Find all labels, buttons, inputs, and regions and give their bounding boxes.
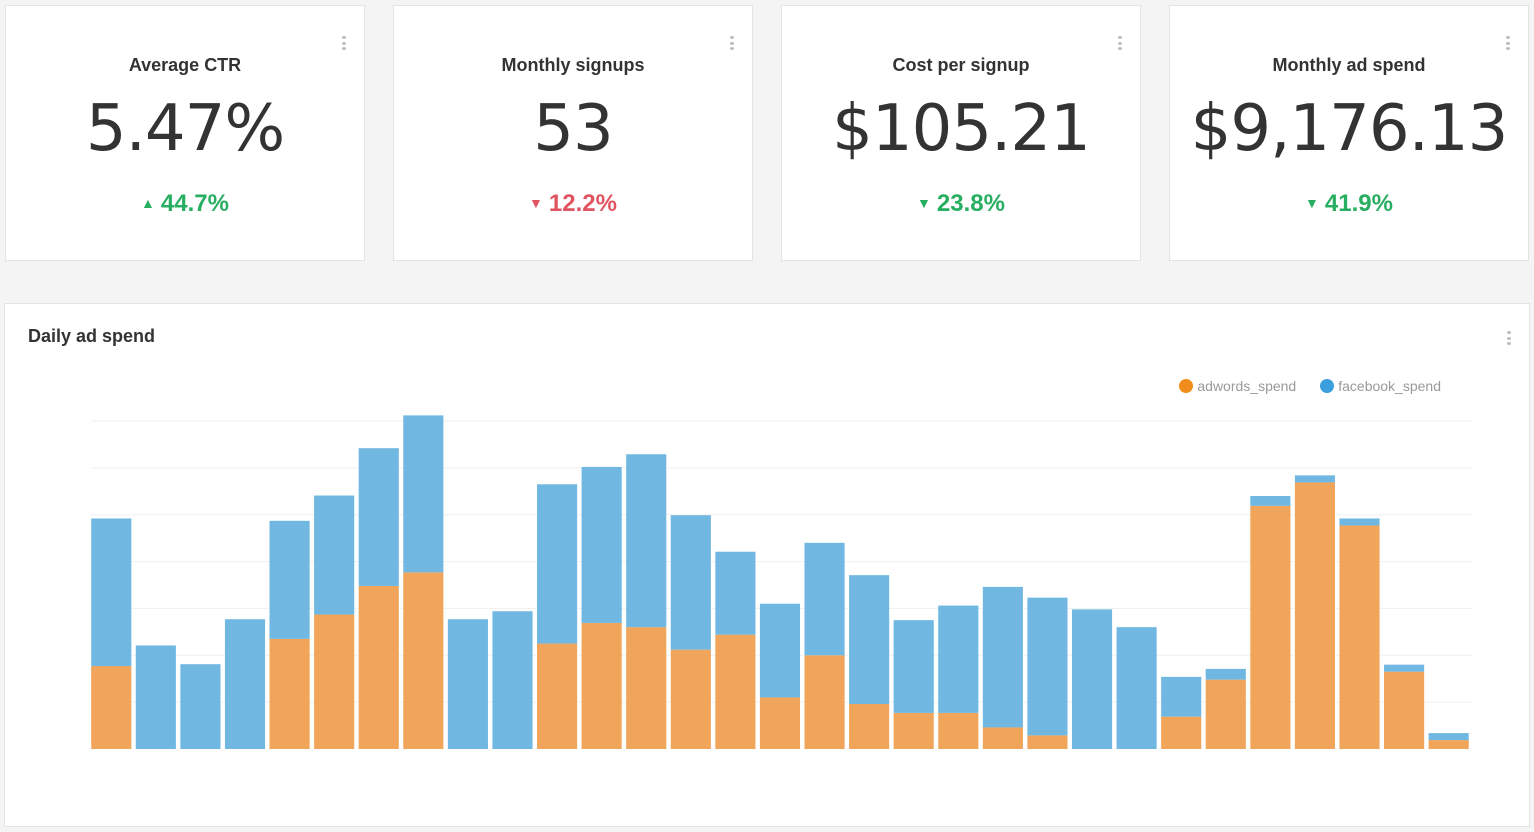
bar-adwords_spend-8[interactable] (403, 572, 444, 749)
chart-title: Daily ad spend (28, 326, 156, 346)
bar-facebook_spend-25[interactable] (1161, 676, 1202, 717)
bar-facebook_spend-8[interactable] (403, 415, 444, 573)
metric-card: Cost per signup $105.21 ▼ 23.8% (781, 5, 1141, 261)
bar-adwords_spend-1[interactable] (91, 666, 132, 749)
metric-card: Monthly ad spend $9,176.13 ▼ 41.9% (1169, 5, 1529, 261)
triangle-up-icon: ▲ (141, 195, 155, 211)
bar-adwords_spend-17[interactable] (804, 655, 845, 749)
bar-adwords_spend-6[interactable] (314, 614, 355, 749)
metric-change: ▼ 23.8% (782, 190, 1140, 218)
legend-item-adwords[interactable]: adwords_spend (1179, 378, 1296, 394)
bar-facebook_spend-19[interactable] (893, 620, 934, 713)
bar-adwords_spend-28[interactable] (1294, 482, 1335, 749)
bar-adwords_spend-12[interactable] (581, 622, 622, 749)
bar-facebook_spend-11[interactable] (537, 484, 578, 644)
bar-adwords_spend-16[interactable] (759, 697, 801, 749)
metric-change-value: 44.7% (160, 190, 229, 217)
bar-facebook_spend-1[interactable] (91, 518, 132, 667)
metric-title: Monthly ad spend (1272, 55, 1426, 75)
metric-title: Cost per signup (892, 55, 1030, 75)
bar-facebook_spend-18[interactable] (849, 575, 890, 705)
bar-facebook_spend-20[interactable] (938, 605, 979, 713)
metric-value: 5.47% (85, 92, 285, 166)
bar-facebook_spend-31[interactable] (1428, 733, 1469, 741)
triangle-down-icon: ▼ (1305, 195, 1319, 211)
legend-label: adwords_spend (1197, 378, 1297, 394)
card-menu-icon[interactable] (342, 36, 346, 50)
bar-adwords_spend-27[interactable] (1250, 505, 1291, 749)
metric-value: $9,176.13 (1190, 92, 1509, 166)
bar-facebook_spend-15[interactable] (715, 551, 756, 635)
bar-facebook_spend-26[interactable] (1205, 668, 1246, 680)
bar-adwords_spend-7[interactable] (358, 585, 399, 749)
legend-label: facebook_spend (1338, 378, 1441, 394)
legend-dot-icon (1179, 379, 1194, 393)
bar-facebook_spend-21[interactable] (982, 586, 1023, 728)
card-menu-icon[interactable] (1118, 36, 1122, 50)
card-menu-icon[interactable] (1506, 36, 1510, 50)
metric-card: Average CTR 5.47% ▲ 44.7% (5, 5, 365, 261)
bar-facebook_spend-23[interactable] (1071, 609, 1113, 749)
bar-facebook_spend-10[interactable] (492, 611, 533, 749)
bar-facebook_spend-30[interactable] (1384, 664, 1425, 672)
triangle-down-icon: ▼ (529, 195, 543, 211)
bar-adwords_spend-18[interactable] (849, 704, 890, 749)
bar-facebook_spend-27[interactable] (1250, 495, 1291, 506)
metric-change: ▼ 12.2% (394, 190, 752, 218)
bar-facebook_spend-9[interactable] (447, 619, 488, 749)
metric-change-value: 23.8% (936, 190, 1005, 217)
bar-adwords_spend-29[interactable] (1339, 525, 1380, 749)
card-menu-icon[interactable] (730, 36, 734, 50)
metric-change: ▲ 44.7% (6, 190, 364, 218)
bar-adwords_spend-30[interactable] (1384, 671, 1425, 749)
chart-panel: Daily ad spend adwords_spend facebook_sp… (4, 303, 1530, 827)
metric-value: 53 (533, 92, 613, 166)
metric-change-value: 41.9% (1324, 190, 1393, 217)
bar-facebook_spend-2[interactable] (135, 645, 176, 749)
bar-adwords_spend-31[interactable] (1428, 740, 1469, 749)
chart-menu-icon[interactable] (1507, 331, 1511, 345)
metric-title: Average CTR (128, 55, 242, 75)
legend-dot-icon (1320, 379, 1335, 393)
bar-adwords_spend-20[interactable] (938, 712, 979, 749)
bar-adwords_spend-26[interactable] (1205, 679, 1246, 749)
legend-item-facebook[interactable]: facebook_spend (1320, 378, 1441, 394)
bar-adwords_spend-21[interactable] (982, 727, 1023, 749)
bar-adwords_spend-14[interactable] (670, 649, 711, 749)
metric-title: Monthly signups (501, 55, 645, 75)
bar-facebook_spend-28[interactable] (1294, 475, 1335, 483)
metric-card: Monthly signups 53 ▼ 12.2% (393, 5, 753, 261)
metric-value: $105.21 (832, 92, 1091, 166)
bar-adwords_spend-5[interactable] (269, 638, 310, 749)
bar-facebook_spend-6[interactable] (314, 495, 355, 615)
metric-change-value: 12.2% (548, 190, 617, 217)
bar-adwords_spend-13[interactable] (626, 627, 667, 749)
bar-adwords_spend-19[interactable] (893, 712, 934, 749)
bar-adwords_spend-15[interactable] (715, 634, 756, 749)
bar-facebook_spend-4[interactable] (224, 619, 266, 749)
bar-facebook_spend-5[interactable] (269, 520, 310, 639)
bar-facebook_spend-29[interactable] (1339, 518, 1380, 526)
chart-legend: adwords_spend facebook_spend (1179, 378, 1441, 394)
triangle-down-icon: ▼ (917, 195, 931, 211)
bar-adwords_spend-22[interactable] (1027, 735, 1068, 749)
bar-facebook_spend-17[interactable] (804, 542, 845, 656)
bar-facebook_spend-3[interactable] (180, 664, 221, 749)
bar-adwords_spend-11[interactable] (537, 643, 578, 749)
bar-facebook_spend-13[interactable] (626, 454, 667, 628)
bar-facebook_spend-22[interactable] (1027, 597, 1068, 736)
metric-change: ▼ 41.9% (1170, 190, 1528, 218)
bar-facebook_spend-14[interactable] (670, 515, 711, 650)
bar-adwords_spend-25[interactable] (1161, 716, 1202, 749)
bar-chart (91, 415, 1473, 749)
bar-facebook_spend-16[interactable] (759, 603, 801, 698)
bar-facebook_spend-7[interactable] (358, 448, 399, 586)
bar-facebook_spend-12[interactable] (581, 466, 622, 623)
bar-facebook_spend-24[interactable] (1116, 627, 1157, 749)
